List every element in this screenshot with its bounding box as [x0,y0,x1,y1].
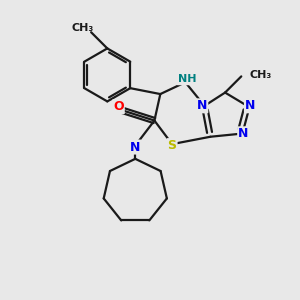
Text: N: N [130,141,140,154]
Text: N: N [238,127,248,140]
Text: NH: NH [178,74,196,84]
Text: N: N [245,99,255,112]
Text: CH₃: CH₃ [71,23,93,33]
Text: N: N [197,99,207,112]
Text: S: S [168,139,177,152]
Text: CH₃: CH₃ [250,70,272,80]
Text: O: O [113,100,124,113]
